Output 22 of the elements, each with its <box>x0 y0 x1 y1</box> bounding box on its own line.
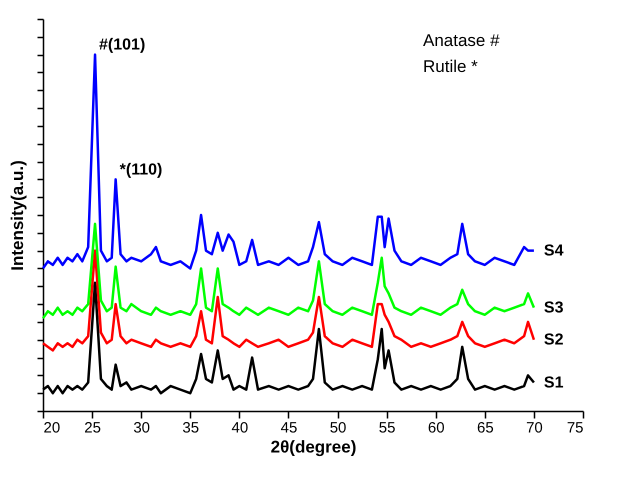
y-axis-title: Intensity(a.u.) <box>8 160 27 271</box>
series-label: S4 <box>544 242 564 260</box>
x-tick-label: 20 <box>44 420 60 436</box>
annotation: Rutile * <box>423 57 478 76</box>
x-tick-label: 65 <box>476 420 494 436</box>
x-tick-label: 35 <box>182 420 200 436</box>
x-tick-label: 45 <box>280 420 298 436</box>
x-tick-label: 50 <box>330 420 346 436</box>
x-tick-label: 70 <box>526 420 543 436</box>
x-tick-label: 75 <box>566 420 584 436</box>
x-tick-label: 25 <box>84 420 101 436</box>
annotation: #(101) <box>99 36 146 54</box>
series-label: S3 <box>544 300 564 317</box>
x-tick-label: 60 <box>428 420 445 436</box>
x-tick-label: 40 <box>232 420 248 436</box>
series-label: S2 <box>544 332 564 349</box>
series-label: S1 <box>544 374 564 392</box>
text: Anatase # <box>423 31 500 50</box>
annotation: *(110) <box>120 161 162 178</box>
x-tick-label: 30 <box>133 420 150 436</box>
x-tick-label: 55 <box>378 420 396 436</box>
x-axis-title: 2θ(degree) <box>270 438 356 456</box>
